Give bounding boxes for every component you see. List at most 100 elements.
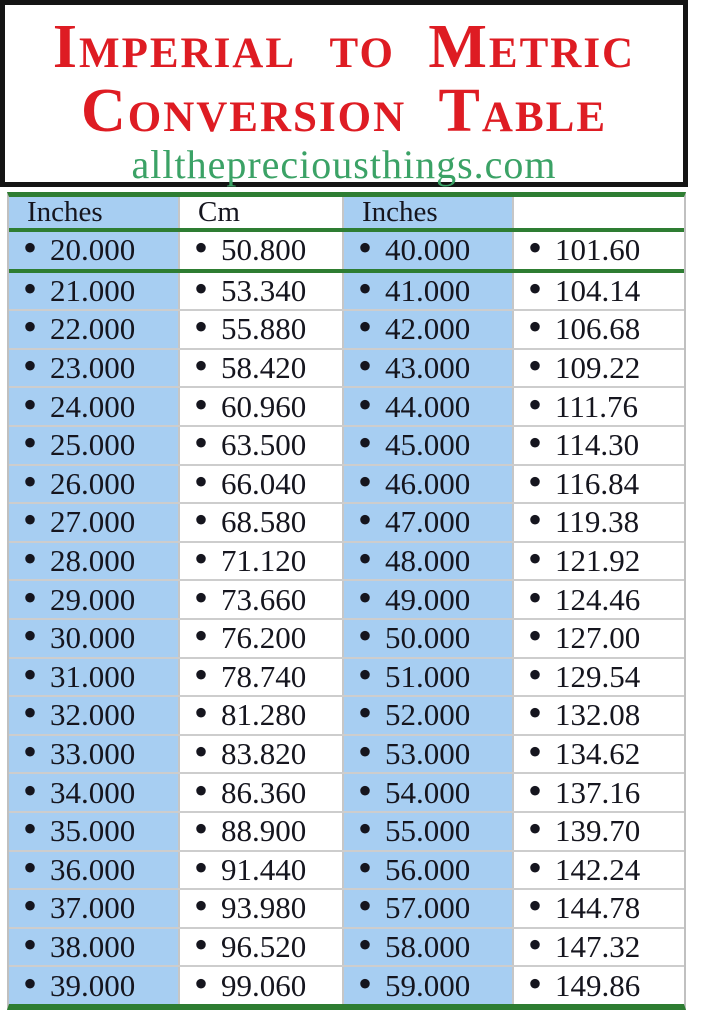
- cm-cell-right: • 124.46: [512, 581, 684, 618]
- inches-cell-left: • 21.000: [9, 272, 178, 310]
- inches-value-left: 39.000: [50, 967, 136, 1003]
- inches-cell-right: • 46.000: [342, 465, 512, 503]
- inches-value-right: 51.000: [385, 658, 471, 694]
- inches-cell-right: • 55.000: [342, 812, 512, 850]
- cm-cell-left: • 55.880: [178, 311, 342, 348]
- inches-cell-left: • 30.000: [9, 619, 178, 657]
- cm-cell-right: • 121.92: [512, 542, 684, 580]
- cm-value-left: 91.440: [221, 851, 307, 887]
- title-banner: Imperial to Metric Conversion Table allt…: [0, 0, 688, 187]
- cm-cell-left: • 58.420: [178, 349, 342, 387]
- cm-cell-right: • 106.68: [512, 311, 684, 348]
- cm-value-right: 139.70: [555, 813, 641, 849]
- inches-value-left: 37.000: [50, 890, 136, 926]
- column-header-cm-left: Cm: [178, 197, 342, 228]
- cm-cell-left: • 68.580: [178, 504, 342, 541]
- inches-cell-left: • 34.000: [9, 774, 178, 811]
- cm-cell-left: • 60.960: [178, 388, 342, 425]
- cm-value-left: 73.660: [221, 581, 307, 617]
- inches-cell-left: • 35.000: [9, 812, 178, 850]
- inches-value-left: 31.000: [50, 658, 136, 694]
- inches-cell-left: • 25.000: [9, 426, 178, 464]
- inches-cell-left: • 32.000: [9, 697, 178, 734]
- inches-value-left: 33.000: [50, 736, 136, 772]
- cm-cell-right: • 132.08: [512, 697, 684, 734]
- inches-value-left: 23.000: [50, 350, 136, 386]
- cm-value-left: 50.800: [221, 232, 307, 268]
- table-row: • 21.000 • 53.340 • 41.000 • 104.14: [9, 272, 684, 312]
- table-row: • 34.000 • 86.360 • 54.000 • 137.16: [9, 774, 684, 813]
- cm-value-left: 81.280: [221, 697, 307, 733]
- cm-cell-left: • 96.520: [178, 928, 342, 966]
- cm-cell-right: • 109.22: [512, 349, 684, 387]
- inches-cell-left: • 23.000: [9, 349, 178, 387]
- cm-cell-right: • 147.32: [512, 928, 684, 966]
- cm-cell-right: • 129.54: [512, 658, 684, 696]
- cm-cell-left: • 66.040: [178, 465, 342, 503]
- inches-cell-right: • 54.000: [342, 774, 512, 811]
- inches-cell-left: • 27.000: [9, 504, 178, 541]
- cm-cell-right: • 104.14: [512, 272, 684, 310]
- inches-cell-right: • 41.000: [342, 272, 512, 310]
- cm-cell-left: • 83.820: [178, 735, 342, 773]
- table-row: • 23.000 • 58.420 • 43.000 • 109.22: [9, 349, 684, 389]
- inches-cell-right: • 48.000: [342, 542, 512, 580]
- website-link: allthepreciousthings.com: [131, 142, 557, 187]
- inches-cell-right: • 59.000: [342, 967, 512, 1004]
- inches-value-right: 52.000: [385, 697, 471, 733]
- cm-value-right: 101.60: [555, 232, 641, 268]
- cm-cell-right: • 149.86: [512, 967, 684, 1004]
- cm-cell-right: • 137.16: [512, 774, 684, 811]
- cm-cell-right: • 142.24: [512, 851, 684, 889]
- cm-cell-right: • 134.62: [512, 735, 684, 773]
- inches-cell-left: • 26.000: [9, 465, 178, 503]
- inches-value-left: 29.000: [50, 581, 136, 617]
- inches-cell-right: • 51.000: [342, 658, 512, 696]
- cm-value-right: 132.08: [555, 697, 641, 733]
- table-row: • 35.000 • 88.900 • 55.000 • 139.70: [9, 812, 684, 852]
- cm-value-right: 147.32: [555, 928, 641, 964]
- cm-cell-left: • 86.360: [178, 774, 342, 811]
- cm-cell-left: • 53.340: [178, 272, 342, 310]
- cm-cell-left: • 81.280: [178, 697, 342, 734]
- inches-value-right: 53.000: [385, 736, 471, 772]
- cm-value-right: 137.16: [555, 774, 641, 810]
- inches-value-left: 36.000: [50, 851, 136, 887]
- cm-value-left: 96.520: [221, 928, 307, 964]
- cm-value-left: 55.880: [221, 311, 307, 347]
- inches-cell-right: • 53.000: [342, 735, 512, 773]
- cm-value-right: 142.24: [555, 851, 641, 887]
- inches-value-right: 50.000: [385, 620, 471, 656]
- cm-value-right: 116.84: [555, 465, 640, 501]
- table-row: • 25.000 • 63.500 • 45.000 • 114.30: [9, 426, 684, 466]
- inches-cell-left: • 36.000: [9, 851, 178, 889]
- inches-value-right: 55.000: [385, 813, 471, 849]
- table-row: • 39.000 • 99.060 • 59.000 • 149.86: [9, 967, 684, 1004]
- table-row: • 38.000 • 96.520 • 58.000 • 147.32: [9, 928, 684, 968]
- inches-value-right: 47.000: [385, 504, 471, 540]
- inches-cell-left: • 28.000: [9, 542, 178, 580]
- inches-cell-right: • 45.000: [342, 426, 512, 464]
- table-row: • 29.000 • 73.660 • 49.000 • 124.46: [9, 581, 684, 620]
- cm-value-right: 129.54: [555, 658, 641, 694]
- inches-value-right: 44.000: [385, 388, 471, 424]
- page-title-line1: Imperial to Metric: [52, 13, 636, 81]
- table-row: • 28.000 • 71.120 • 48.000 • 121.92: [9, 542, 684, 582]
- inches-cell-right: • 52.000: [342, 697, 512, 734]
- inches-cell-right: • 43.000: [342, 349, 512, 387]
- inches-value-right: 46.000: [385, 465, 471, 501]
- inches-cell-right: • 44.000: [342, 388, 512, 425]
- inches-cell-left: • 37.000: [9, 890, 178, 927]
- inches-value-left: 28.000: [50, 543, 136, 579]
- inches-value-right: 58.000: [385, 928, 471, 964]
- cm-cell-left: • 73.660: [178, 581, 342, 618]
- inches-value-right: 57.000: [385, 890, 471, 926]
- inches-value-right: 54.000: [385, 774, 471, 810]
- inches-value-right: 56.000: [385, 851, 471, 887]
- cm-value-left: 58.420: [221, 350, 307, 386]
- inches-value-right: 49.000: [385, 581, 471, 617]
- inches-value-left: 30.000: [50, 620, 136, 656]
- cm-value-right: 106.68: [555, 311, 641, 347]
- cm-value-right: 127.00: [555, 620, 641, 656]
- inches-cell-right: • 57.000: [342, 890, 512, 927]
